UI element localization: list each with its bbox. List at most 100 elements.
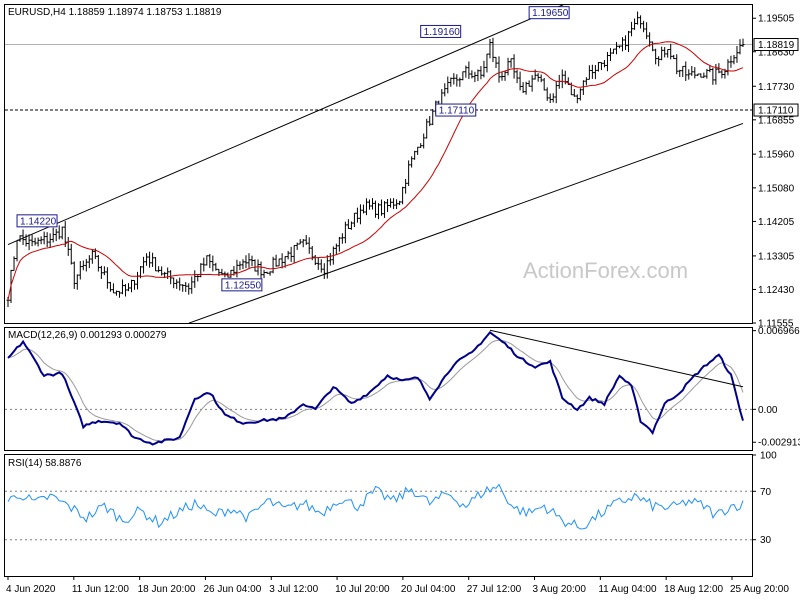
rsi-tick-label: 70 [760,487,772,498]
price-annotation-label: 1.19160 [424,27,461,38]
price-annotation-box [16,214,58,228]
price-bar [666,48,670,58]
price-bar [380,199,384,216]
price-bar [602,60,606,68]
price-bar [355,207,359,223]
macd-signal-line [7,339,744,442]
price-tick-label: 1.17730 [758,82,795,93]
price-bar [455,74,459,87]
price-bar [99,265,103,279]
price-bar [72,261,76,289]
price-tick-label: 1.15080 [758,183,795,194]
price-bar [596,62,600,72]
price-bar [587,65,591,80]
price-bar [621,37,625,52]
current-price-box [753,38,799,52]
price-bar [515,69,519,84]
current-price-label: 1.18819 [758,40,795,51]
price-bar [545,87,549,101]
macd-tick-label: 0.00 [758,405,778,416]
price-bar [446,76,450,94]
price-bar [461,71,465,81]
price-bar [136,271,140,290]
price-bar [301,238,305,248]
price-bar [253,259,257,272]
price-bar [425,118,429,139]
price-bar [114,290,118,296]
price-bar [280,253,284,269]
price-annotation: 1.17110 [435,103,477,117]
price-bar [611,48,615,54]
price-bar [527,80,531,87]
price-bar [741,38,745,48]
price-bar [639,15,643,29]
price-bar [349,221,353,230]
price-bar [229,269,233,278]
price-bar [244,255,248,269]
price-bar [575,94,579,104]
price-bar [346,219,350,229]
price-bar [322,263,326,279]
moving-average-line [7,41,744,301]
price-bar [530,75,534,92]
price-bar [211,255,215,272]
time-tick-label: 18 Aug 12:00 [664,584,723,595]
price-bar [407,160,411,186]
price-bar [389,198,393,208]
price-bar [274,254,278,267]
price-bar [96,255,100,272]
price-bar [208,253,212,269]
price-bar [111,283,115,294]
price-bar [651,41,655,52]
price-bar [413,150,417,160]
price-bar [54,228,58,242]
price-bar [120,279,124,295]
time-tick-label: 25 Aug 20:00 [730,584,789,595]
price-bar [328,253,332,266]
price-tick-label: 1.11555 [758,319,794,330]
price-panel-title: EURUSD,H4 1.18859 1.18974 1.18753 1.1881… [8,7,222,18]
rsi-tick-label: 100 [760,451,777,462]
price-bar [21,229,25,245]
price-bar [648,32,652,47]
price-annotation-box [435,103,477,117]
price-bar [693,67,697,79]
price-bar [319,259,323,273]
price-bar [485,53,489,73]
price-bar [512,54,516,79]
time-tick-label: 4 Jun 2020 [6,584,56,595]
rsi-lines [5,483,752,541]
price-bar [117,290,121,298]
time-tick-label: 3 Jul 12:00 [269,584,318,595]
price-annotation-box [528,6,570,20]
price-bar [169,270,173,285]
price-bar [383,201,387,218]
price-annotation: 1.19160 [420,24,462,38]
price-bar [377,203,381,220]
price-bar [286,250,290,260]
price-bar [720,70,724,79]
price-tick-label: 1.13305 [758,251,795,262]
price-bar [199,263,203,278]
price-bar [521,82,525,94]
price-bar [181,284,185,292]
price-bar [633,18,637,30]
price-bar [289,246,293,262]
price-bar [48,233,52,248]
price-bar [235,259,239,278]
price-bar [386,198,390,212]
price-bar [178,277,182,291]
price-bar [663,47,667,58]
price-bar [295,242,299,250]
price-bar [627,30,631,53]
price-bar [678,69,682,77]
price-bar [443,83,447,97]
price-bar [193,270,197,288]
price-bar [15,239,19,262]
price-annotation-label: 1.14220 [20,216,57,227]
price-bar [304,234,308,245]
price-bar [470,70,474,79]
price-bar [24,234,28,247]
price-bar [488,38,492,59]
